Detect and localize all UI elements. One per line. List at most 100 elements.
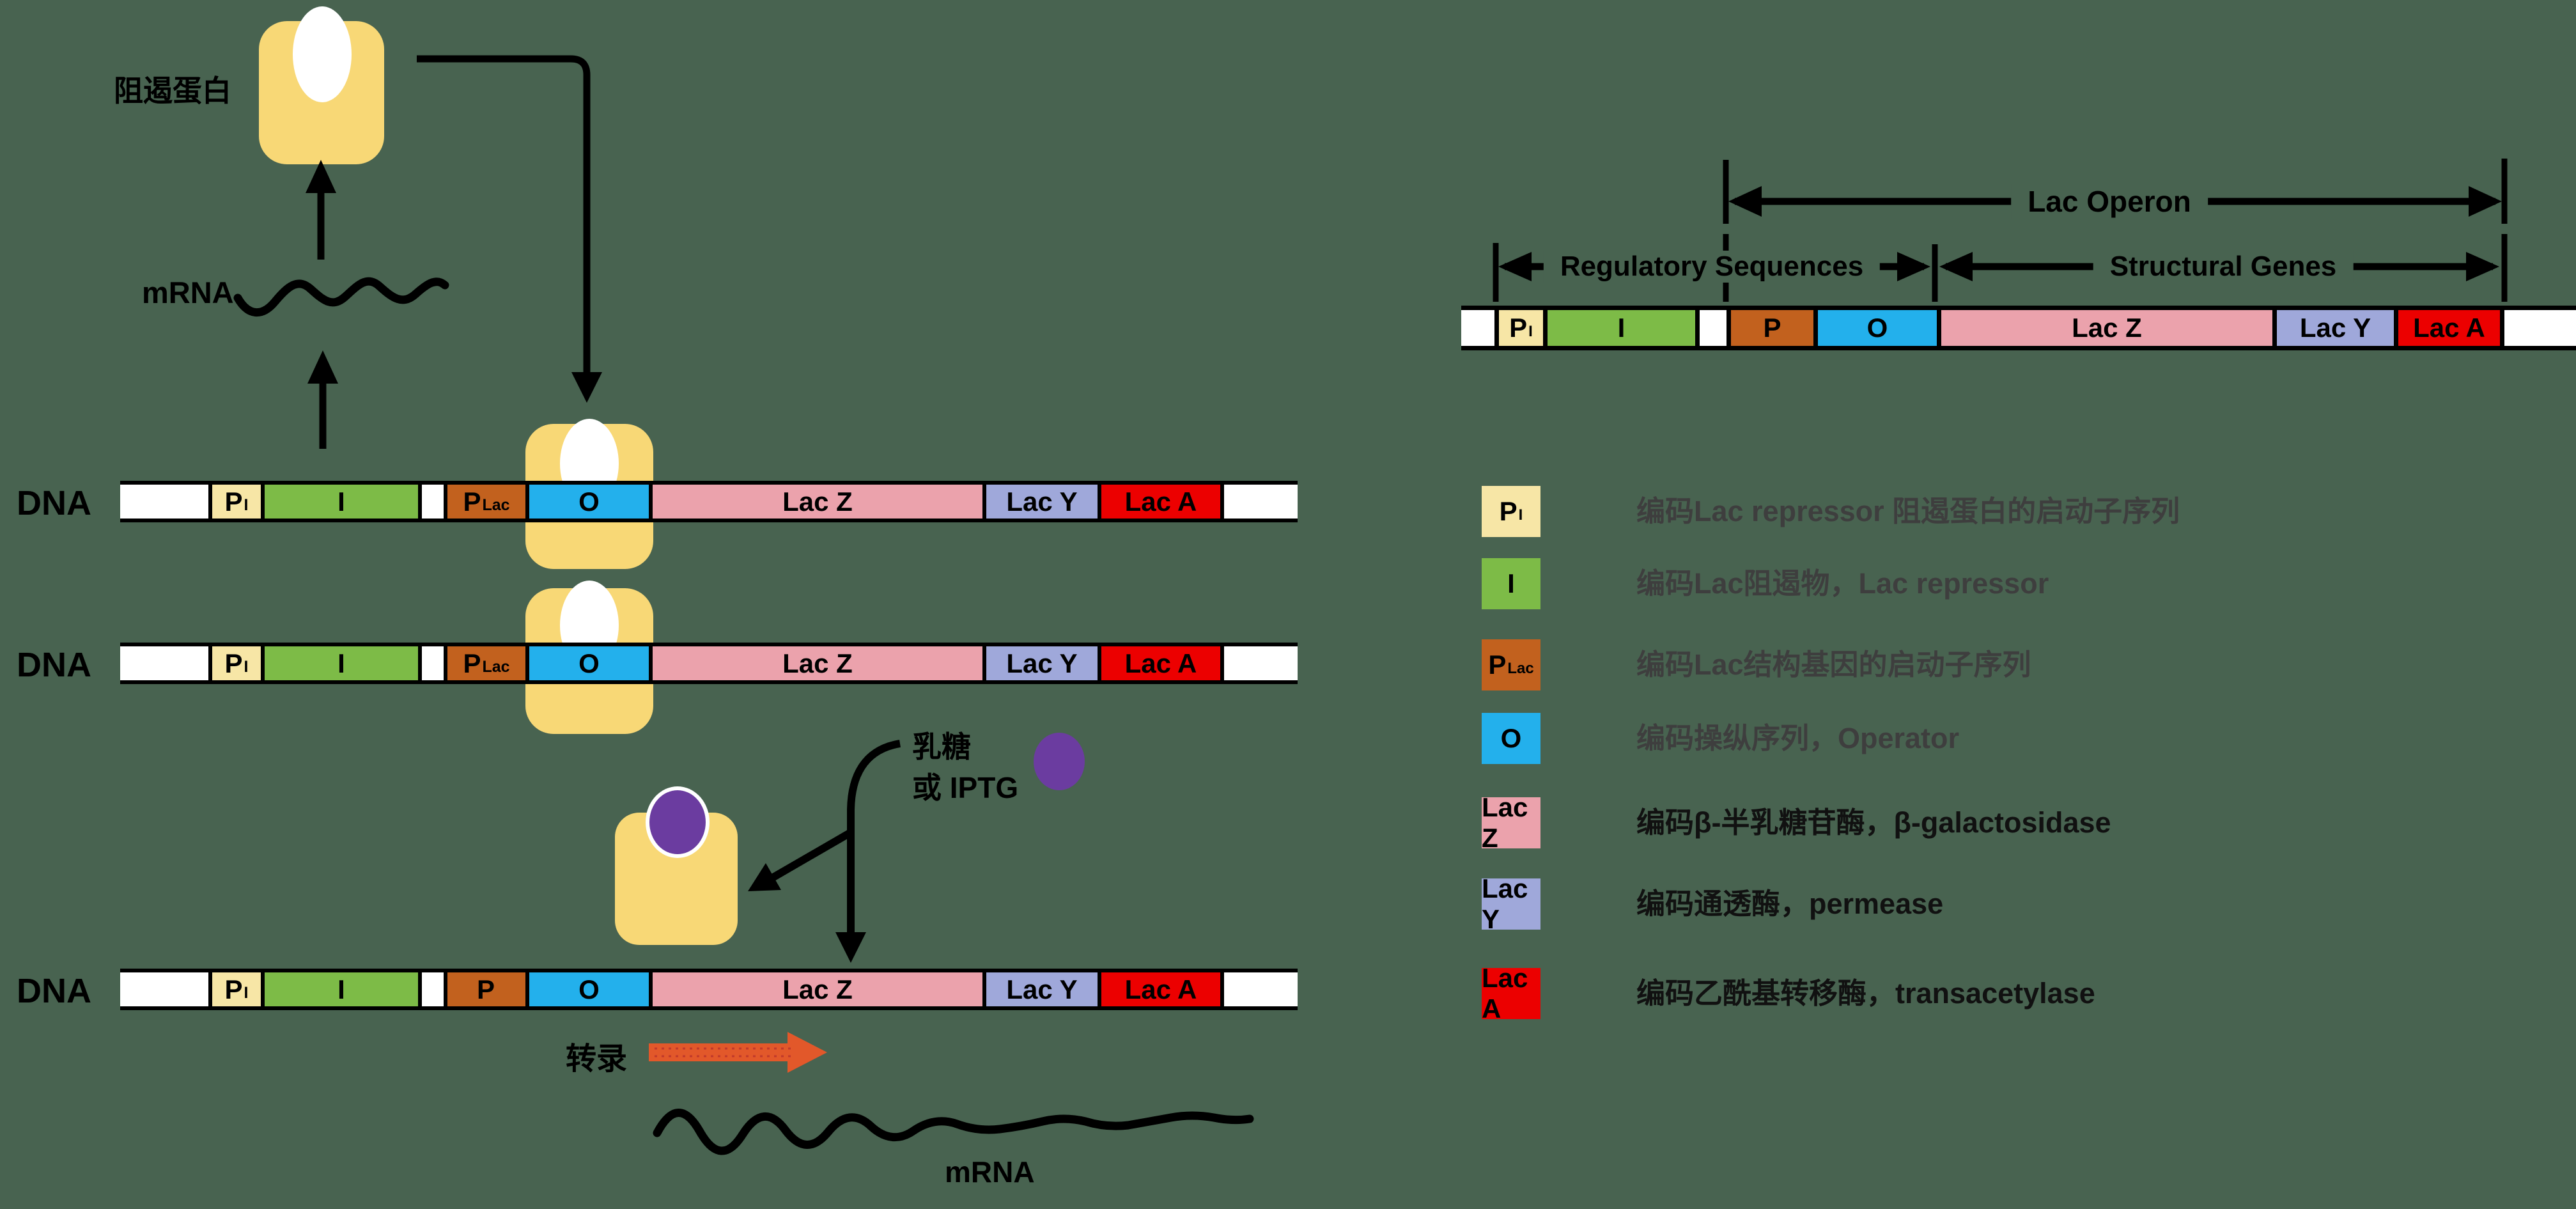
segment-o-label: O	[578, 486, 600, 517]
segment-o-label: O	[578, 648, 600, 678]
regulatory-right-arrowhead	[1897, 252, 1930, 281]
legend-pi-label: P	[1499, 496, 1517, 526]
structural-genes-label: Structural Genes	[2093, 251, 2354, 283]
legend-desc-laca: 编码乙酰基转移酶，transacetylase	[1636, 977, 2095, 1010]
lactose-label-line1: 乳糖	[912, 730, 971, 763]
repressor-protein-label: 阻遏蛋白	[114, 74, 231, 107]
segment-i-label: I	[338, 648, 345, 678]
legend-desc-lacy: 编码通透酶，permease	[1636, 887, 1944, 920]
legend-box-i: I	[1482, 558, 1540, 609]
segment-o-row1: O	[525, 485, 649, 519]
segment-pi-label: P	[224, 486, 243, 517]
segment-lacy-row3: Lac Y	[982, 972, 1098, 1006]
map-p-label: P	[1763, 313, 1781, 343]
segment-plac-sub: Lac	[482, 658, 510, 676]
segment-o-label: O	[578, 974, 600, 1004]
segment-plac-label: P	[463, 486, 481, 517]
segment-pi-sub: I	[244, 496, 249, 514]
segment-lacy-label: Lac Y	[1006, 486, 1078, 517]
legend-box-laca: Lac A	[1482, 963, 1540, 1024]
segment-o-row3: O	[525, 972, 649, 1006]
lac-operon-label: Lac Operon	[2011, 184, 2208, 219]
segment-plac-row1: P Lac	[444, 485, 525, 519]
lac-operon-right-arrowhead	[2469, 186, 2502, 217]
segment-i-row2: I	[261, 646, 422, 680]
dna-to-mrna-arrowhead	[307, 350, 338, 384]
segment-lacy-row2: Lac Y	[982, 646, 1098, 680]
segment-lacz-label: Lac Z	[782, 486, 853, 517]
segment-i-label: I	[338, 486, 345, 517]
segment-plac-sub: Lac	[482, 496, 510, 514]
map-pi-sub: I	[1528, 323, 1533, 340]
map-segment-laca: Lac A	[2394, 310, 2504, 346]
segment-lacz-row1: Lac Z	[649, 485, 982, 519]
map-pi-label: P	[1509, 313, 1528, 343]
segment-i-row1: I	[261, 485, 422, 519]
segment-lacz-label: Lac Z	[782, 974, 853, 1004]
inducer-branch-arrowhead	[748, 863, 781, 891]
segment-laca-row3: Lac A	[1098, 972, 1224, 1006]
legend-desc-pi: 编码Lac repressor 阻遏蛋白的启动子序列	[1636, 495, 2180, 527]
segment-laca-label: Lac A	[1124, 974, 1197, 1004]
segment-i-row3: I	[261, 972, 422, 1006]
map-segment-p: P	[1726, 310, 1813, 346]
legend-box-plac: P Lac	[1482, 639, 1540, 690]
map-i-label: I	[1617, 313, 1626, 343]
repressor-to-operator-arrow	[417, 55, 591, 373]
map-segment-o: O	[1813, 310, 1937, 346]
legend-plac-sub: Lac	[1507, 660, 1534, 677]
legend-desc-i: 编码Lac阻遏物，Lac repressor	[1636, 567, 2049, 600]
segment-p-label: P	[476, 974, 495, 1004]
inducer-down-arrowhead	[835, 932, 866, 963]
segment-pi-label: P	[224, 648, 243, 678]
legend-o-label: O	[1500, 723, 1522, 753]
legend-desc-lacz: 编码β-半乳糖苷酶，β-galactosidase	[1636, 806, 2111, 839]
segment-laca-row2: Lac A	[1098, 646, 1224, 680]
legend-laca-label: Lac A	[1482, 963, 1528, 1024]
inducer-molecule	[1034, 733, 1085, 790]
mrna-bottom-label: mRNA	[945, 1155, 1035, 1189]
structural-right-arrowhead	[2466, 252, 2499, 281]
legend-lacz-label: Lac Z	[1482, 792, 1528, 853]
transcription-label: 转录	[566, 1042, 628, 1076]
map-segment-lacz: Lac Z	[1937, 310, 2272, 346]
mrna-top-wave	[233, 277, 449, 316]
legend-i-label: I	[1507, 568, 1515, 598]
segment-pi-label: P	[224, 974, 243, 1004]
regulatory-left-arrowhead	[1498, 252, 1532, 281]
segment-pi-sub: I	[244, 658, 249, 676]
repressor-to-operator-arrowhead	[571, 372, 602, 403]
dna-label-row2: DNA	[17, 646, 91, 684]
transcription-arrow	[649, 1032, 827, 1073]
legend-pi-sub: I	[1518, 506, 1523, 524]
map-laca-label: Lac A	[2413, 313, 2485, 343]
legend-lacy-label: Lac Y	[1482, 873, 1528, 934]
inducer-branch-arrow	[771, 829, 853, 881]
lac-operon-left-arrowhead	[1728, 186, 1762, 217]
segment-o-row2: O	[525, 646, 649, 680]
map-lacy-label: Lac Y	[2299, 313, 2371, 343]
segment-i-label: I	[338, 974, 345, 1004]
dna-label-row3: DNA	[17, 972, 91, 1010]
segment-pi-sub: I	[244, 984, 249, 1002]
structural-left-arrowhead	[1939, 252, 1973, 281]
lactose-label-line2: 或 IPTG	[912, 771, 1019, 804]
legend-desc-plac: 编码Lac结构基因的启动子序列	[1636, 648, 2031, 681]
map-segment-lacy: Lac Y	[2272, 310, 2394, 346]
segment-plac-label: P	[463, 648, 481, 678]
legend-plac-label: P	[1488, 650, 1507, 680]
mrna-bottom-wave	[653, 1109, 1254, 1155]
legend-box-lacy: Lac Y	[1482, 873, 1540, 934]
segment-lacz-row3: Lac Z	[649, 972, 982, 1006]
